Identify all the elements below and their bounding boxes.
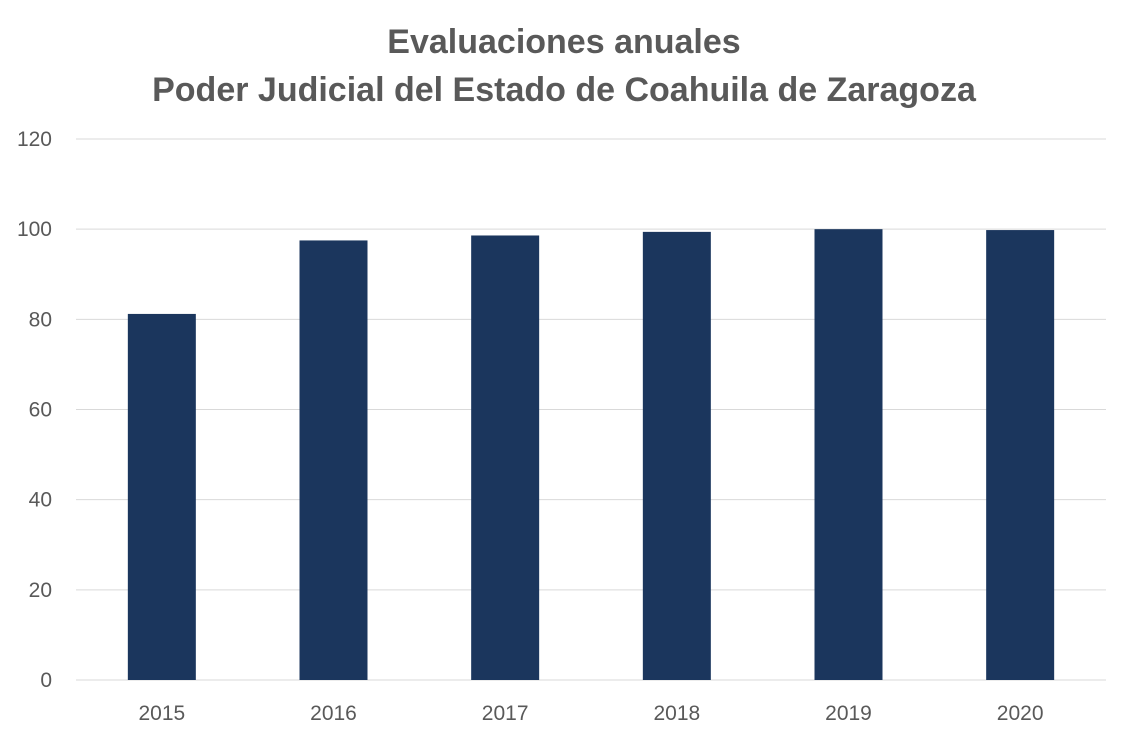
gridlines: [76, 138, 1106, 681]
bar-2016: [299, 240, 368, 680]
bar-2017: [471, 235, 540, 680]
x-tick-label: 2016: [310, 702, 357, 725]
x-axis-ticks: 2015 2016 2017 2018 2019 2020: [138, 702, 1043, 725]
y-tick-label: 0: [40, 669, 52, 692]
bar-2018: [642, 231, 711, 680]
chart-title: Evaluaciones anuales Poder Judicial del …: [0, 18, 1128, 114]
x-tick-label: 2015: [138, 702, 185, 725]
bar-2015: [127, 313, 196, 680]
x-tick-label: 2020: [997, 702, 1044, 725]
x-tick-label: 2018: [653, 702, 700, 725]
y-tick-label: 60: [29, 399, 52, 422]
bars: [127, 229, 1055, 680]
y-tick-label: 120: [17, 128, 52, 151]
y-tick-label: 20: [29, 579, 52, 602]
y-axis-ticks: 0 20 40 60 80 100 120: [17, 128, 52, 692]
x-tick-label: 2017: [482, 702, 529, 725]
chart-title-line-1: Evaluaciones anuales: [387, 23, 741, 61]
bar-2019: [814, 229, 883, 680]
bar-2020: [986, 230, 1055, 680]
y-tick-label: 80: [29, 308, 52, 331]
x-tick-label: 2019: [825, 702, 872, 725]
y-tick-label: 100: [17, 218, 52, 241]
chart-title-line-2: Poder Judicial del Estado de Coahuila de…: [152, 71, 976, 109]
y-tick-label: 40: [29, 489, 52, 512]
